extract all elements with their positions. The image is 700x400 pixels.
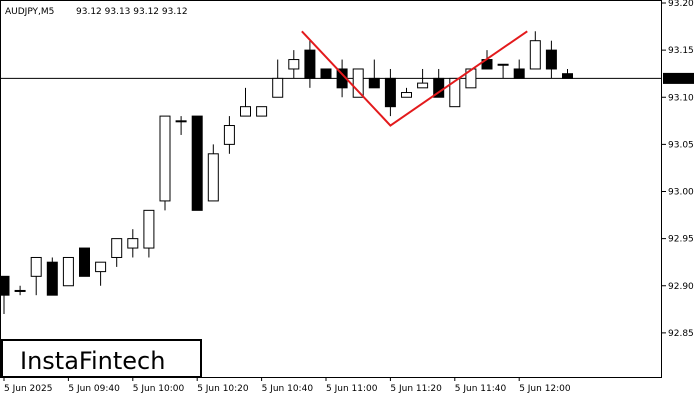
bearish-candle — [320, 68, 332, 79]
y-tick-label: 93.00 — [668, 188, 694, 198]
x-tick-label: 5 Jun 2025 — [4, 384, 52, 394]
y-tick-label: 93.15 — [668, 46, 694, 56]
bearish-candle — [384, 77, 396, 108]
bullish-candle — [207, 153, 219, 202]
x-tick-label: 5 Jun 12:00 — [519, 384, 571, 394]
bearish-candle — [79, 247, 90, 277]
bullish-candle — [62, 256, 74, 287]
y-tick-label: 93.10 — [668, 93, 694, 103]
x-tick-label: 5 Jun 10:40 — [262, 384, 314, 394]
current-price-tag: 93.12 — [663, 72, 694, 84]
bullish-candle — [417, 82, 429, 89]
bullish-candle — [95, 261, 107, 273]
x-tick-label: 5 Jun 09:40 — [68, 384, 120, 394]
bullish-candle — [143, 209, 155, 249]
bullish-candle — [127, 238, 139, 249]
bullish-candle — [449, 77, 461, 108]
logo-box — [1, 339, 202, 378]
bullish-candle — [352, 68, 364, 98]
x-tick-label: 5 Jun 11:00 — [326, 384, 378, 394]
y-tick-label: 92.90 — [668, 282, 694, 292]
bullish-candle — [288, 59, 300, 70]
x-tick-label: 5 Jun 11:40 — [455, 384, 507, 394]
x-tick-label: 5 Jun 11:20 — [390, 384, 442, 394]
y-tick-label: 92.85 — [668, 329, 694, 339]
x-axis: 5 Jun 2025 5 Jun 09:40 5 Jun 10:00 5 Jun 10… — [3, 377, 571, 394]
bearish-candle — [513, 68, 525, 79]
bearish-candle — [545, 49, 557, 70]
bullish-candle — [497, 63, 509, 66]
plot-frame — [0, 0, 662, 378]
candles — [0, 31, 573, 315]
current-price-label: 93.12 — [666, 74, 694, 84]
y-tick-label: 93.05 — [668, 140, 694, 150]
bullish-candle — [240, 106, 251, 117]
bullish-candle — [256, 106, 268, 117]
bearish-candle — [191, 115, 203, 211]
current-price-label-bg — [663, 72, 694, 84]
bullish-candle — [111, 238, 123, 258]
bearish-candle — [562, 73, 573, 79]
x-tick-label: 5 Jun 10:20 — [197, 384, 249, 394]
x-tick-label: 5 Jun 10:00 — [133, 384, 185, 394]
bullish-candle — [30, 256, 42, 277]
bullish-candle — [223, 125, 235, 145]
bullish-candle — [272, 77, 284, 98]
bullish-candle — [14, 289, 26, 292]
bullish-candle — [529, 40, 541, 70]
chart-ohlc: 93.12 93.13 93.12 93.12 — [76, 7, 188, 17]
brand-logo: InstaFintech — [1, 339, 202, 378]
bearish-candle — [46, 261, 58, 296]
y-tick-label: 92.95 — [668, 235, 694, 245]
y-tick-label: 93.20 — [668, 0, 694, 9]
bullish-candle — [159, 115, 171, 202]
chart-symbol: AUDJPY,M5 — [5, 7, 54, 17]
y-axis: 93.20 93.15 93.10 93.05 93.00 92.95 92.90 92.85 — [662, 0, 694, 339]
bullish-candle — [175, 120, 187, 123]
bearish-candle — [304, 49, 316, 79]
double-top-pattern-line — [301, 30, 528, 127]
bearish-candle — [368, 77, 380, 89]
bearish-candle — [0, 275, 10, 296]
logo-text: InstaFintech — [20, 347, 165, 375]
bullish-candle — [401, 92, 412, 98]
